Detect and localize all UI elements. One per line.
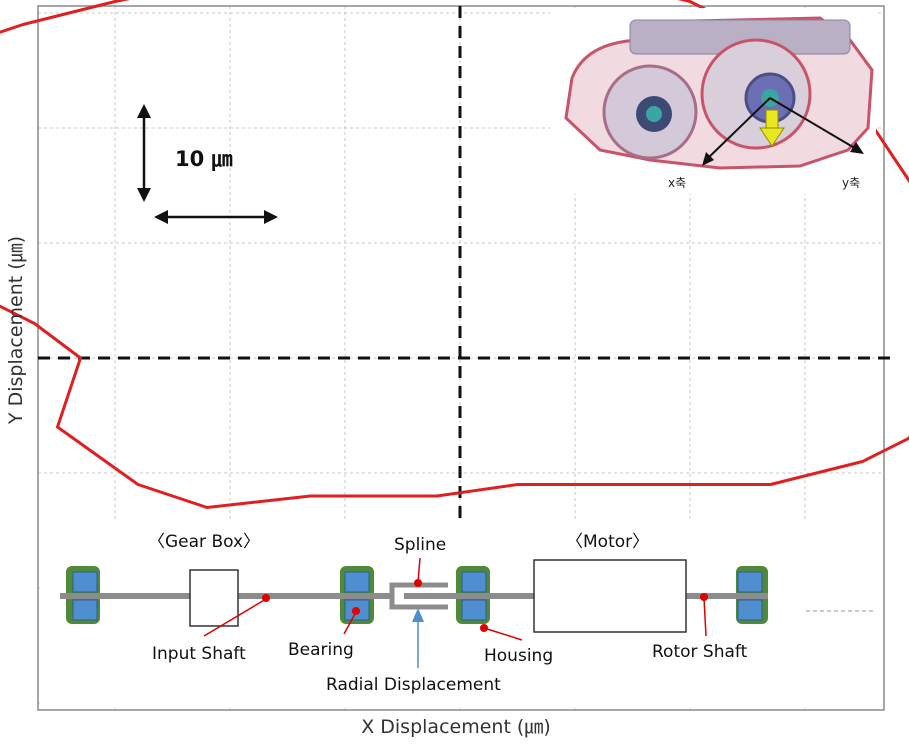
bearing-label: Bearing [288, 640, 354, 660]
arrowhead-down-icon [137, 188, 151, 202]
callout-dot-bearing [352, 607, 360, 615]
callout-dot-input-shaft [262, 594, 270, 602]
motor-block [533, 559, 687, 633]
orbit-trajectory-line [0, 0, 909, 509]
scale-bar: 10 ㎛ [137, 104, 278, 224]
gearbox-block [189, 569, 239, 627]
spline-label: Spline [394, 535, 446, 555]
bearing-assembly-3 [454, 566, 494, 624]
inset-motor-photo: x축 y축 [550, 8, 876, 194]
callout-dot-housing [480, 624, 488, 632]
inset-y-axis-arrowhead [850, 142, 864, 154]
callout-line-rotor-shaft [703, 597, 707, 637]
inset-arrow-shaft [765, 109, 779, 129]
callout-dot-rotor-shaft [700, 593, 708, 601]
drivetrain-schematic: 〈Gear Box〉 〈Motor〉 Spline Input Shaft Be… [40, 520, 882, 708]
motor-heading: 〈Motor〉 [566, 532, 649, 552]
callout-line-spline [417, 557, 421, 583]
arrowhead-right-icon [264, 210, 278, 224]
inset-y-axis-line [769, 97, 859, 151]
callout-dot-spline [414, 579, 422, 587]
bearing-assembly-4 [732, 566, 768, 624]
gear-left-hub [646, 106, 662, 122]
rotor-shaft-label: Rotor Shaft [652, 642, 748, 662]
inset-y-axis-label: y축 [842, 176, 860, 190]
inset-x-axis-line [705, 97, 771, 161]
radial-displacement-label: Radial Displacement [326, 675, 501, 695]
inset-x-axis-arrowhead [702, 152, 714, 166]
radial-displacement-arrowhead-icon [412, 608, 424, 622]
arrowhead-up-icon [137, 104, 151, 118]
x-axis-title: X Displacement (㎛) [361, 716, 551, 738]
housing-label: Housing [484, 646, 553, 666]
y-axis-title: Y Displacement (㎛) [5, 236, 27, 425]
scale-bar-label: 10 ㎛ [175, 147, 233, 172]
callout-line-housing [483, 627, 523, 641]
callout-line-bearing [343, 611, 357, 635]
arrowhead-left-icon [154, 210, 168, 224]
bearing-assembly-2 [338, 566, 376, 624]
gearbox-heading: 〈Gear Box〉 [148, 532, 260, 552]
bearing-assembly-1 [66, 566, 104, 624]
callout-line-input-shaft [203, 598, 267, 637]
input-shaft-label: Input Shaft [152, 644, 246, 664]
inset-x-axis-label: x축 [668, 176, 686, 190]
inset-arrow-down-icon [759, 127, 785, 147]
